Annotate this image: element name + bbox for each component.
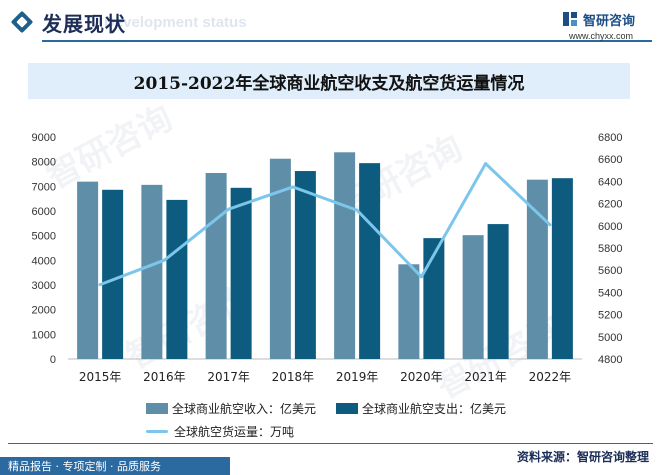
cargo-point [162, 258, 166, 262]
slogan-text: 精品报告 · 专项定制 · 品质服务 [8, 460, 161, 473]
expense-bar [102, 189, 124, 359]
x-tick-label: 2015年 [79, 370, 122, 384]
header-divider [42, 40, 652, 42]
brand-logo-icon [563, 12, 577, 26]
cargo-point [355, 208, 359, 212]
y-left-tick-label: 1000 [32, 329, 56, 341]
y-right-tick-label: 5600 [598, 265, 622, 277]
expense-bar [166, 199, 188, 359]
cargo-line [98, 162, 552, 287]
y-right-tick-label: 5000 [598, 332, 622, 344]
y-right-tick-label: 6000 [598, 221, 622, 233]
y-right-tick-label: 5200 [598, 310, 622, 322]
chart-title-band: 2015-2022年全球商业航空收支及航空货运量情况 [28, 63, 630, 99]
y-right-tick-label: 6200 [598, 199, 622, 211]
y-right-tick-label: 4800 [598, 354, 622, 366]
income-bar [77, 181, 99, 359]
x-tick-label: 2019年 [336, 370, 379, 384]
x-tick-label: 2021年 [464, 370, 507, 384]
y-left-tick-label: 7000 [32, 181, 56, 193]
cargo-point [291, 185, 295, 189]
brand-url: www.chyxx.com [569, 31, 634, 41]
y-right-tick-label: 5400 [598, 287, 622, 299]
cargo-point [484, 162, 488, 166]
y-left-tick-label: 3000 [32, 280, 56, 292]
page-header: Development status 发展现状 [0, 0, 659, 44]
y-left-tick-label: 9000 [32, 132, 56, 144]
cargo-point [419, 275, 423, 279]
x-tick-label: 2022年 [529, 370, 572, 384]
x-tick-label: 2018年 [272, 370, 315, 384]
income-bar [141, 184, 163, 359]
brand-logo: 智研咨询 www.chyxx.com [562, 9, 657, 43]
cargo-point [548, 223, 552, 227]
chart-title: 2015-2022年全球商业航空收支及航空货运量情况 [133, 74, 525, 94]
slogan-bar: 精品报告 · 专项定制 · 品质服务 [0, 457, 230, 475]
header-ghost-subtitle: Development status [104, 14, 247, 31]
x-tick-label: 2016年 [143, 370, 186, 384]
expense-bar [294, 171, 316, 359]
cargo-point [98, 283, 102, 287]
y-left-tick-label: 6000 [32, 206, 56, 218]
income-bar [526, 179, 548, 359]
income-bar [334, 152, 356, 359]
y-right-tick-label: 5800 [598, 243, 622, 255]
income-bar [269, 158, 291, 359]
page-footer: 资料来源：智研咨询整理 精品报告 · 专项定制 · 品质服务 [0, 443, 659, 475]
income-bar [462, 235, 484, 359]
income-bar [205, 173, 227, 359]
data-source: 资料来源：智研咨询整理 [516, 450, 649, 464]
x-tick-label: 2017年 [207, 370, 250, 384]
expense-bar [230, 187, 252, 359]
y-left-tick-label: 5000 [32, 231, 56, 243]
y-right-tick-label: 6400 [598, 176, 622, 188]
expense-bar [551, 178, 573, 359]
page-title: 发展现状 [42, 12, 126, 36]
expense-bar [487, 224, 509, 359]
y-left-tick-label: 8000 [32, 157, 56, 169]
y-right-tick-label: 6600 [598, 154, 622, 166]
footer-divider [8, 443, 653, 444]
y-right-tick-label: 6800 [598, 132, 622, 144]
brand-name: 智研咨询 [583, 14, 636, 29]
y-left-tick-label: 0 [50, 354, 56, 366]
expense-bar [423, 238, 445, 359]
cargo-point [227, 207, 231, 211]
income-bar [398, 264, 420, 359]
y-left-tick-label: 2000 [32, 305, 56, 317]
y-left-tick-label: 4000 [32, 255, 56, 267]
x-tick-label: 2020年 [400, 370, 443, 384]
expense-bar [359, 163, 381, 359]
